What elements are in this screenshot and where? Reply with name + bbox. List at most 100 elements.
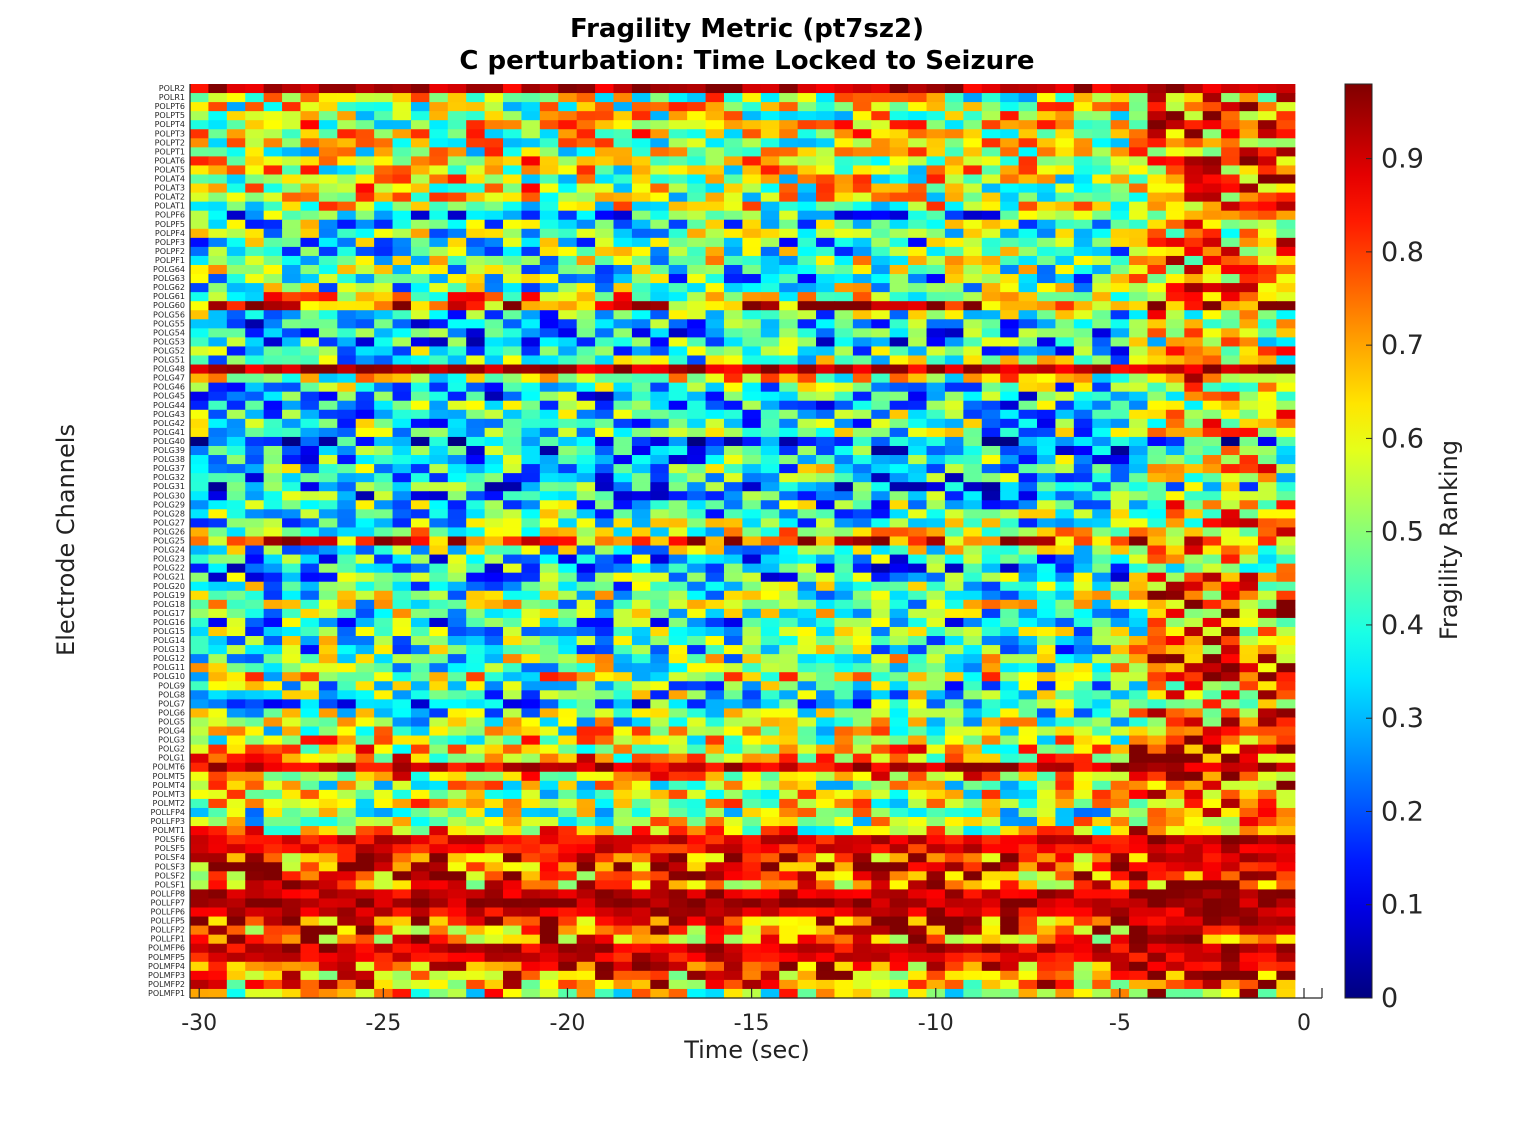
heatmap-cell [760, 672, 780, 682]
heatmap-cell [852, 156, 872, 167]
heatmap-cell [208, 156, 228, 167]
heatmap-cell [410, 319, 430, 329]
heatmap-cell [797, 663, 817, 673]
heatmap-cell [1000, 473, 1020, 483]
heatmap-cell [318, 572, 338, 583]
heatmap-cell [245, 817, 265, 827]
heatmap-cell [503, 391, 523, 402]
heatmap-cell [447, 138, 467, 148]
heatmap-cell [650, 292, 670, 302]
heatmap-cell [355, 228, 375, 239]
heatmap-cell [981, 138, 1001, 148]
heatmap-cell [1055, 246, 1075, 257]
heatmap-cell [668, 201, 688, 212]
heatmap-cell [1018, 147, 1038, 157]
heatmap-cell [760, 310, 780, 320]
heatmap-cell [1257, 717, 1277, 728]
heatmap-cell [760, 663, 780, 673]
heatmap-cell [1073, 382, 1093, 393]
heatmap-cell [466, 726, 486, 737]
heatmap-cell [1000, 817, 1020, 827]
heatmap-cell [1239, 409, 1259, 420]
heatmap-cell [687, 608, 707, 619]
heatmap-cell [926, 636, 946, 646]
heatmap-cell [705, 319, 725, 329]
heatmap-cell [650, 183, 670, 194]
heatmap-cell [944, 780, 964, 791]
heatmap-cell [1037, 156, 1057, 167]
heatmap-cell [300, 219, 320, 230]
heatmap-cell [318, 554, 338, 565]
heatmap-cell [190, 427, 210, 438]
heatmap-cell [1276, 174, 1296, 185]
heatmap-cell [1073, 826, 1093, 836]
heatmap-cell [1165, 156, 1185, 167]
heatmap-cell [1221, 427, 1241, 438]
heatmap-cell [944, 129, 964, 139]
heatmap-cell [963, 111, 983, 121]
heatmap-cell [521, 409, 541, 420]
heatmap-cell [1092, 192, 1112, 203]
heatmap-cell [908, 228, 928, 239]
heatmap-cell [742, 672, 762, 682]
heatmap-cell [263, 626, 283, 637]
heatmap-cell [282, 84, 302, 94]
heatmap-cell [392, 807, 412, 818]
heatmap-cell [889, 409, 909, 420]
heatmap-cell [1055, 753, 1075, 764]
heatmap-cell [447, 355, 467, 366]
heatmap-cell [816, 364, 836, 375]
heatmap-cell [963, 590, 983, 601]
heatmap-cell [1147, 608, 1167, 619]
heatmap-cell [392, 699, 412, 710]
heatmap-cell [337, 391, 357, 402]
heatmap-cell [742, 156, 762, 167]
heatmap-cell [1221, 274, 1241, 284]
heatmap-cell [1073, 473, 1093, 483]
heatmap-cell [650, 355, 670, 366]
heatmap-cell [779, 771, 799, 782]
heatmap-cell [429, 337, 449, 348]
heatmap-cell [337, 264, 357, 275]
heatmap-cell [447, 572, 467, 583]
heatmap-cell [1037, 138, 1057, 148]
heatmap-cell [705, 572, 725, 583]
heatmap-cell [963, 274, 983, 284]
heatmap-cell [668, 246, 688, 257]
heatmap-cell [834, 527, 854, 538]
heatmap-cell [245, 826, 265, 836]
heatmap-cell [1110, 708, 1130, 719]
heatmap-cell [263, 482, 283, 492]
heatmap-cell [1129, 147, 1149, 157]
heatmap-cell [282, 636, 302, 646]
heatmap-cell [1257, 482, 1277, 492]
heatmap-cell [926, 445, 946, 456]
heatmap-cell [1000, 590, 1020, 601]
heatmap-cell [613, 581, 633, 592]
heatmap-cell [1221, 382, 1241, 393]
heatmap-cell [392, 554, 412, 565]
heatmap-cell [908, 663, 928, 673]
heatmap-cell [1165, 111, 1185, 121]
heatmap-cell [1276, 427, 1296, 438]
heatmap-cell [245, 581, 265, 592]
heatmap-cell [447, 264, 467, 275]
heatmap-cell [779, 500, 799, 510]
heatmap-cell [484, 301, 504, 311]
heatmap-cell [981, 617, 1001, 628]
heatmap-cell [1221, 418, 1241, 429]
heatmap-cell [1257, 120, 1277, 130]
heatmap-cell [558, 617, 578, 628]
heatmap-cell [190, 789, 210, 800]
heatmap-cell [797, 554, 817, 565]
heatmap-cell [816, 626, 836, 637]
heatmap-cell [1165, 102, 1185, 112]
heatmap-cell [337, 726, 357, 737]
heatmap-cell [558, 608, 578, 619]
heatmap-cell [374, 274, 394, 284]
heatmap-cell [503, 617, 523, 628]
heatmap-cell [723, 482, 743, 492]
heatmap-cell [797, 120, 817, 130]
heatmap-cell [723, 807, 743, 818]
heatmap-cell [484, 219, 504, 230]
